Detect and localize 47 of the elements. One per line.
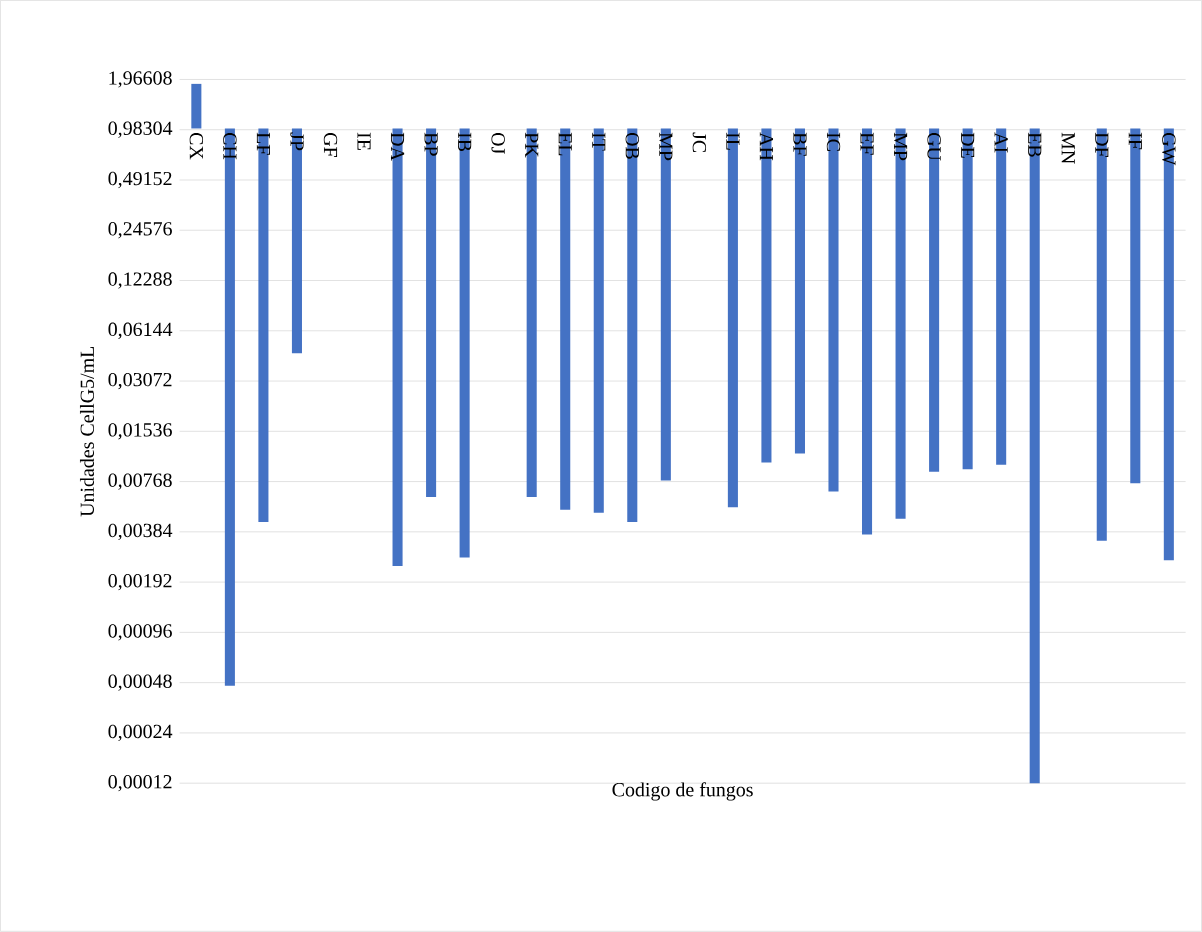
x-tick-label: IT <box>592 132 606 151</box>
x-tick-label: MP <box>659 132 673 161</box>
x-tick-label: GW <box>1162 133 1176 166</box>
x-tick-label: BF <box>793 132 807 156</box>
y-tick-label: 0,24576 <box>108 222 172 239</box>
x-tick-label: OJ <box>491 133 505 155</box>
y-tick-label: 0,06144 <box>108 322 173 340</box>
x-tick-label: IE <box>357 132 371 151</box>
x-tick-label: EL <box>558 132 572 156</box>
x-tick-label: JC <box>692 132 707 153</box>
y-tick-label: 0,00096 <box>108 624 172 641</box>
x-tick-label: EB <box>1028 132 1042 157</box>
y-tick-label: 1,96608 <box>109 71 172 88</box>
x-tick-label: AH <box>759 132 774 161</box>
x-tick-label: PK <box>525 132 539 158</box>
y-tick-label: 0,00048 <box>108 674 172 691</box>
x-tick-label: DE <box>961 132 975 158</box>
y-tick-label: 0,00012 <box>108 775 172 792</box>
x-tick-label: MN <box>1061 132 1075 164</box>
x-tick-label: BP <box>424 132 438 156</box>
x-tick-label: MP <box>894 132 908 161</box>
x-tick-label: GF <box>323 133 338 158</box>
x-tick-label: DF <box>1095 132 1109 158</box>
x-tick-label: JP <box>290 132 304 151</box>
x-tick-label: LF <box>256 132 270 155</box>
y-tick-label: 0,49152 <box>108 171 172 189</box>
x-tick-label: CX <box>189 133 204 160</box>
y-tick-label: 0,00192 <box>108 574 172 591</box>
x-tick-label: IC <box>826 132 841 152</box>
x-axis-title: Codigo de fungos <box>612 782 753 801</box>
y-tick-label: 0,03072 <box>108 373 172 390</box>
y-tick-label: 0,01536 <box>108 423 172 440</box>
y-tick-label: 0,00768 <box>108 473 172 490</box>
y-tick-label: 0,98304 <box>108 121 173 139</box>
x-tick-label: CH <box>223 133 237 160</box>
x-tick-label: IL <box>726 132 740 150</box>
y-tick-label: 0,12288 <box>108 272 172 289</box>
y-axis-title: Unidades CellG5/mL <box>79 347 95 517</box>
x-tick-label: IF <box>1128 132 1142 150</box>
x-tick-label: EF <box>860 132 874 155</box>
x-tick-label: DA <box>390 132 405 161</box>
x-tick-label: GU <box>927 133 941 161</box>
x-tick-label: OB <box>625 133 639 159</box>
y-tick-label: 0,00024 <box>108 724 173 742</box>
x-tick-label: IB <box>458 132 472 152</box>
y-tick-label: 0,00384 <box>108 523 173 541</box>
x-tick-label: AI <box>994 132 1008 153</box>
